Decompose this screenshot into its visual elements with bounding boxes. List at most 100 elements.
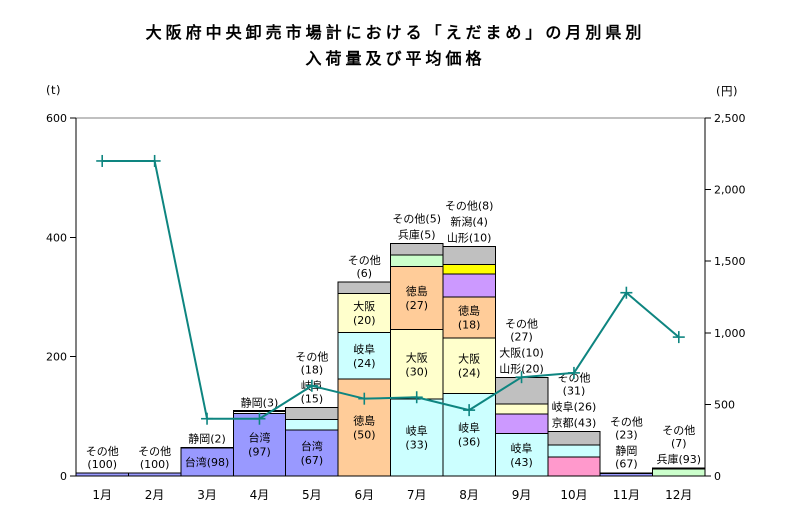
bar-annotation-10月: 岐阜(26)	[552, 400, 597, 413]
bar-annotation-9月: 大阪(10)	[499, 346, 544, 360]
x-axis-label: 9月	[512, 488, 532, 502]
bar-segment-7月-その他	[390, 242, 444, 256]
bar-segment-10月-岐阜	[547, 444, 601, 458]
bar-label-8月-大阪: (24)	[458, 367, 481, 380]
price-line	[102, 159, 680, 420]
bar-segment-6月-その他	[337, 281, 392, 295]
bar-label-7月-岐阜: 岐阜	[406, 425, 428, 438]
chart-title-line2: 入荷量及び平均価格	[305, 49, 486, 68]
bar-label-7月-大阪: 大阪	[406, 350, 428, 364]
bar-label-7月-岐阜: (33)	[405, 439, 428, 452]
bar-annotation-11月: (67)	[615, 457, 638, 470]
bar-annotation-11月: (23)	[615, 428, 638, 441]
bar-annotation-10月: (31)	[563, 384, 586, 397]
bar-label-8月-岐阜: 岐阜	[458, 422, 480, 435]
bar-segment-7月-徳島	[390, 266, 444, 330]
bar-label-8月-徳島: 徳島	[458, 303, 480, 317]
bar-annotation-11月: その他	[610, 415, 643, 428]
bar-label-6月-岐阜: 岐阜	[353, 343, 375, 356]
bar-label-8月-徳島: (18)	[458, 318, 481, 331]
bar-annotation-8月: 山形(10)	[447, 231, 492, 244]
bar-segment-9月-山形	[494, 413, 549, 435]
bar-segment-12月-その他	[652, 467, 706, 470]
bar-segment-8月-その他	[442, 245, 496, 266]
bar-label-8月-岐阜: (36)	[458, 436, 481, 449]
bar-segment-8月-大阪	[442, 337, 496, 394]
left-axis-tick-label: 400	[46, 231, 67, 244]
right-axis-tick-label: 1,500	[714, 255, 746, 268]
bar-segment-3月-静岡	[180, 446, 234, 449]
bar-annotation-9月: (27)	[510, 331, 533, 344]
bar-annotation-2月: (100)	[140, 458, 170, 471]
bar-segment-7月-大阪	[390, 328, 444, 400]
bar-annotation-7月: その他(5)	[392, 212, 441, 225]
x-axis-label: 4月	[250, 488, 270, 502]
bar-annotation-3月: 静岡(2)	[188, 431, 226, 445]
bar-annotation-1月: (100)	[87, 458, 117, 471]
x-axis-label: 3月	[197, 488, 217, 502]
x-axis-label: 1月	[92, 488, 112, 502]
bar-label-9月-岐阜: 岐阜	[511, 442, 533, 455]
bar-segment-8月-徳島	[442, 296, 496, 339]
bar-label-6月-大阪: 大阪	[353, 299, 375, 313]
bar-segment-5月-岐阜	[285, 419, 339, 431]
left-axis-tick-label: 200	[46, 351, 67, 364]
bar-segment-6月-大阪	[337, 293, 392, 334]
left-axis-tick-label: 0	[60, 470, 67, 483]
bar-annotation-5月: その他	[295, 350, 328, 363]
bar-segment-8月-新潟	[442, 264, 496, 275]
bar-annotation-4月: 静岡(3)	[241, 396, 279, 410]
left-axis-tick-label: 600	[46, 112, 67, 125]
bar-annotation-8月: その他(8)	[445, 199, 494, 212]
bar-annotation-6月: (6)	[356, 267, 372, 280]
bar-label-4月-台湾: 台湾	[248, 431, 270, 445]
bar-annotation-12月: (7)	[671, 437, 687, 450]
bar-annotation-5月: (18)	[301, 363, 324, 376]
x-axis-label: 6月	[354, 488, 374, 502]
bar-label-5月-台湾: 台湾	[301, 439, 323, 453]
bar-segment-5月-その他	[285, 406, 339, 421]
x-axis-label: 12月	[665, 488, 692, 502]
bar-label-9月-岐阜: (43)	[510, 456, 533, 469]
bar-label-7月-大阪: (30)	[405, 365, 428, 378]
bar-label-4月-台湾: (97)	[248, 446, 271, 459]
right-axis-tick-label: 1,000	[714, 327, 746, 340]
right-axis-tick-label: 2,500	[714, 112, 746, 125]
bar-segment-7月-岐阜	[390, 398, 444, 477]
bar-label-5月-台湾: (67)	[301, 454, 324, 467]
bar-annotation-12月: 兵庫(93)	[656, 452, 701, 466]
x-axis-label: 10月	[560, 488, 587, 502]
bar-segment-10月-京都	[547, 456, 601, 477]
bar-label-6月-大阪: (20)	[353, 314, 376, 327]
bar-annotation-8月: 新潟(4)	[450, 214, 488, 228]
x-axis-label: 5月	[302, 488, 322, 502]
bar-segment-10月-その他	[547, 430, 601, 446]
bar-label-6月-岐阜: (24)	[353, 357, 376, 370]
bar-segment-11月-その他	[599, 472, 654, 475]
bar-annotation-2月: その他	[138, 445, 171, 458]
chart-title-line1: 大阪府中央卸売市場計における「えだまめ」の月別県別	[145, 23, 646, 42]
x-axis-label: 7月	[407, 488, 427, 502]
bar-label-3月-台湾: 台湾(98)	[185, 455, 230, 469]
bar-annotation-12月: その他	[662, 424, 695, 437]
bar-label-7月-徳島: 徳島	[406, 284, 428, 298]
bar-segment-6月-岐阜	[337, 332, 392, 380]
bar-annotation-1月: その他	[86, 445, 119, 458]
bar-annotation-5月: (15)	[301, 392, 324, 405]
bar-segment-12月-兵庫	[652, 468, 706, 477]
left-axis-unit: (t)	[46, 83, 61, 97]
bar-annotation-9月: その他	[505, 318, 538, 331]
bar-annotation-6月: その他	[348, 254, 381, 267]
right-axis-unit: (円)	[716, 84, 738, 98]
x-axis-label: 11月	[613, 488, 640, 502]
bar-annotation-11月: 静岡	[615, 443, 637, 457]
chart-title: 大阪府中央卸売市場計における「えだまめ」の月別県別 入荷量及び平均価格	[0, 20, 791, 72]
bar-label-6月-徳島: 徳島	[353, 414, 375, 428]
bar-segment-3月-台湾	[180, 447, 234, 477]
bar-label-8月-大阪: 大阪	[458, 352, 480, 366]
right-axis-tick-label: 500	[714, 398, 735, 411]
bar-segment-9月-大阪	[494, 403, 549, 415]
x-axis-label: 8月	[459, 488, 479, 502]
